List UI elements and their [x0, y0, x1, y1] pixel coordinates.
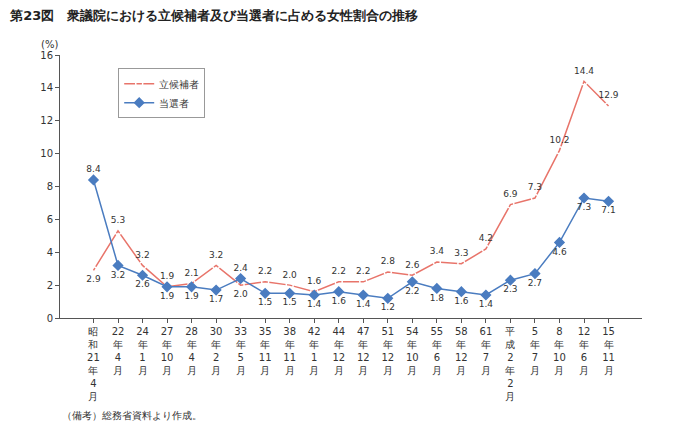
svg-text:2.2: 2.2 — [356, 266, 370, 276]
svg-text:平成2年2月: 平成2年2月 — [505, 326, 515, 402]
svg-text:61年7月: 61年7月 — [480, 326, 493, 376]
svg-text:1.5: 1.5 — [258, 297, 272, 307]
svg-text:8.4: 8.4 — [86, 164, 101, 174]
svg-text:14.4: 14.4 — [574, 66, 594, 76]
svg-text:（備考）総務省資料より作成。: （備考）総務省資料より作成。 — [62, 410, 202, 421]
svg-text:10.2: 10.2 — [549, 135, 569, 145]
svg-text:3.2: 3.2 — [135, 250, 149, 260]
svg-text:38年11月: 38年11月 — [283, 326, 296, 376]
svg-text:8年10月: 8年10月 — [553, 326, 566, 376]
svg-text:1.5: 1.5 — [283, 297, 297, 307]
svg-text:1.4: 1.4 — [307, 299, 322, 309]
svg-text:2.8: 2.8 — [381, 256, 396, 266]
svg-text:4.2: 4.2 — [479, 233, 493, 243]
svg-text:2.1: 2.1 — [184, 268, 198, 278]
svg-text:12.9: 12.9 — [599, 90, 619, 100]
svg-text:2.2: 2.2 — [258, 266, 272, 276]
svg-text:30年2月: 30年2月 — [210, 326, 223, 376]
svg-text:2.2: 2.2 — [405, 286, 419, 296]
svg-text:第23図 衆議院における立候補者及び当選者に占める女性割合の: 第23図 衆議院における立候補者及び当選者に占める女性割合の推移 — [9, 8, 418, 23]
svg-text:47年12月: 47年12月 — [357, 326, 370, 376]
svg-text:(%): (%) — [41, 39, 58, 50]
svg-text:3.2: 3.2 — [209, 250, 223, 260]
svg-text:7.3: 7.3 — [528, 182, 542, 192]
svg-text:1.9: 1.9 — [184, 291, 199, 301]
svg-text:2.0: 2.0 — [233, 289, 248, 299]
svg-text:58年12月: 58年12月 — [455, 326, 468, 376]
svg-text:55年6月: 55年6月 — [430, 326, 443, 376]
svg-text:5.3: 5.3 — [111, 215, 125, 225]
svg-text:1.9: 1.9 — [160, 291, 175, 301]
svg-text:立候補者: 立候補者 — [159, 79, 199, 90]
svg-text:2.4: 2.4 — [233, 263, 248, 273]
svg-text:22年4月: 22年4月 — [112, 326, 125, 376]
svg-text:2.7: 2.7 — [528, 278, 542, 288]
svg-text:2.3: 2.3 — [503, 284, 517, 294]
svg-text:1.4: 1.4 — [356, 299, 371, 309]
svg-text:1.8: 1.8 — [430, 293, 445, 303]
svg-text:10: 10 — [40, 148, 53, 159]
svg-text:昭和21年4月: 昭和21年4月 — [87, 326, 100, 402]
svg-text:15年11月: 15年11月 — [602, 326, 615, 376]
svg-text:44年12月: 44年12月 — [332, 326, 345, 376]
svg-text:42年1月: 42年1月 — [308, 326, 321, 376]
svg-text:54年10月: 54年10月 — [406, 326, 419, 376]
svg-text:51年12月: 51年12月 — [381, 326, 394, 376]
svg-text:35年11月: 35年11月 — [259, 326, 272, 376]
svg-text:1.2: 1.2 — [381, 302, 395, 312]
svg-text:6: 6 — [47, 214, 53, 225]
svg-text:6.9: 6.9 — [503, 189, 518, 199]
svg-text:3.3: 3.3 — [454, 248, 468, 258]
svg-text:2.6: 2.6 — [405, 260, 420, 270]
svg-text:7.1: 7.1 — [601, 205, 615, 215]
svg-text:33年5月: 33年5月 — [234, 326, 247, 376]
svg-text:1.6: 1.6 — [307, 276, 322, 286]
svg-text:4.6: 4.6 — [552, 247, 567, 257]
svg-text:当選者: 当選者 — [159, 98, 189, 109]
svg-text:2.9: 2.9 — [86, 274, 101, 284]
svg-text:0: 0 — [47, 313, 53, 324]
svg-text:1.9: 1.9 — [160, 271, 175, 281]
svg-text:8: 8 — [47, 181, 53, 192]
svg-text:16: 16 — [40, 50, 53, 61]
svg-text:27年10月: 27年10月 — [161, 326, 174, 376]
svg-text:28年4月: 28年4月 — [185, 326, 198, 376]
svg-text:2: 2 — [47, 280, 53, 291]
svg-text:24年1月: 24年1月 — [136, 326, 149, 376]
svg-text:3.4: 3.4 — [430, 246, 445, 256]
svg-text:2.2: 2.2 — [332, 266, 346, 276]
svg-text:1.6: 1.6 — [332, 296, 347, 306]
svg-text:1.4: 1.4 — [479, 299, 494, 309]
svg-text:1.6: 1.6 — [454, 296, 469, 306]
svg-text:7.3: 7.3 — [577, 202, 591, 212]
svg-text:1.7: 1.7 — [209, 294, 223, 304]
svg-text:12年6月: 12年6月 — [578, 326, 591, 376]
svg-text:2.6: 2.6 — [135, 279, 150, 289]
svg-text:14: 14 — [40, 82, 53, 93]
svg-text:4: 4 — [47, 247, 53, 258]
svg-text:2.0: 2.0 — [283, 270, 298, 280]
svg-text:5年7月: 5年7月 — [530, 326, 540, 376]
svg-text:3.2: 3.2 — [111, 270, 125, 280]
svg-text:12: 12 — [40, 115, 53, 126]
